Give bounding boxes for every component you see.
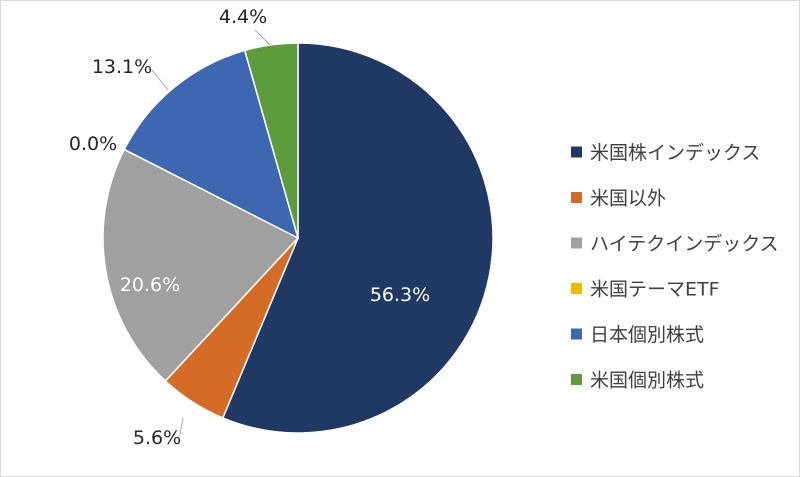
data-label-0: 56.3% (370, 284, 430, 306)
pie-slice-0 (221, 42, 494, 434)
leader-line-4 (151, 69, 169, 91)
legend-label-4: 日本個別株式 (590, 324, 704, 346)
legend-label-3: 米国テーマETF (590, 279, 720, 301)
legend-label-0: 米国株インデックス (590, 142, 760, 164)
pie-slices (102, 42, 494, 434)
data-labels: 56.3% 5.6% 20.6% 0.0% 13.1% 4.4% (69, 6, 430, 449)
legend-swatch-1 (571, 192, 582, 203)
legend-swatch-2 (571, 237, 582, 249)
leader-lines (151, 29, 271, 435)
pie-slice-4 (123, 49, 300, 240)
legend-swatch-5 (571, 374, 582, 385)
data-label-5: 4.4% (219, 6, 267, 28)
pie-slice-2 (102, 148, 300, 383)
pie-slice-5 (243, 42, 299, 239)
legend-swatch-4 (571, 328, 582, 340)
leader-line-5 (254, 29, 271, 46)
legend-label-5: 米国個別株式 (590, 370, 704, 392)
legend-label-2: ハイテクインデックス (590, 233, 779, 255)
leader-line-1 (179, 417, 184, 435)
data-label-2: 20.6% (120, 274, 180, 296)
data-label-1: 5.6% (133, 427, 181, 449)
data-label-3: 0.0% (69, 133, 117, 155)
legend-label-1: 米国以外 (590, 188, 666, 210)
legend-swatch-0 (571, 146, 582, 158)
legend-swatch-3 (571, 283, 582, 294)
data-label-4: 13.1% (92, 56, 152, 78)
